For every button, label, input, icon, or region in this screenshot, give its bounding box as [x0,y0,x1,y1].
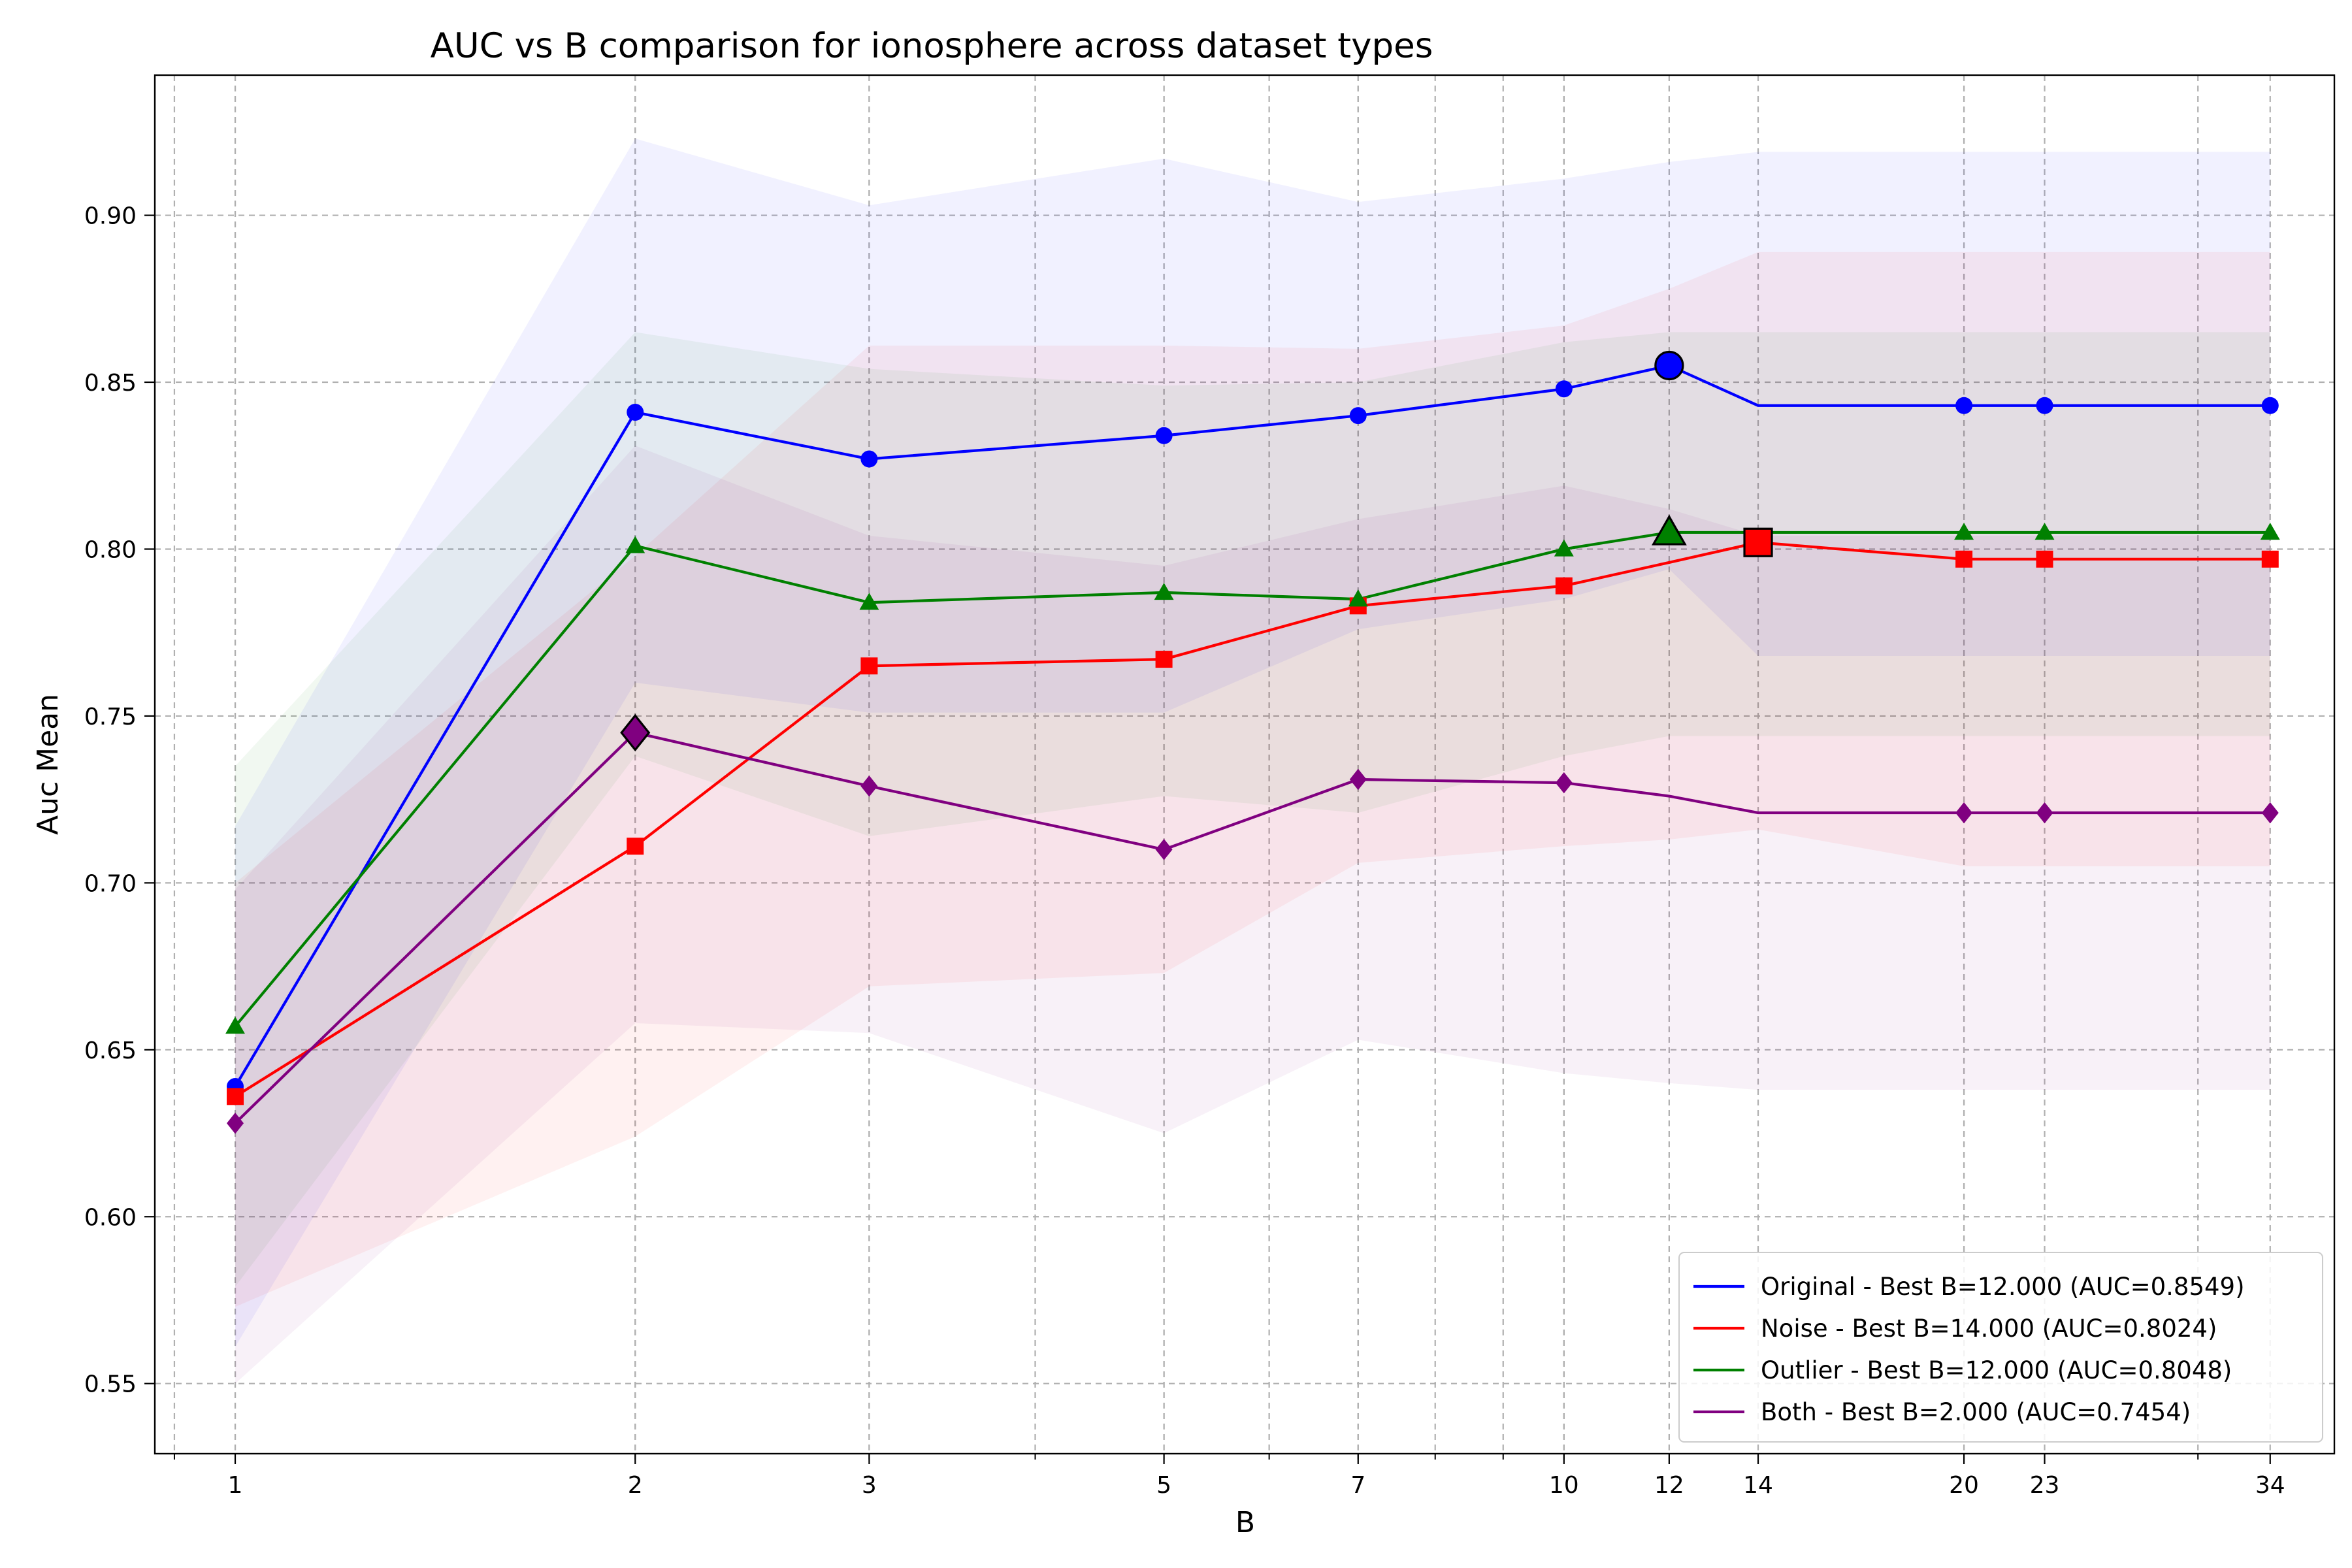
x-tick-label: 34 [2255,1472,2285,1499]
data-point [1155,651,1173,668]
y-tick-label: 0.80 [84,536,137,563]
data-point [1955,802,1973,824]
data-point [859,593,879,610]
data-point [1155,839,1173,860]
data-point [227,1088,244,1105]
data-point [1348,589,1368,607]
confidence-band [235,446,2270,1384]
best-point-marker [1743,527,1773,557]
data-point [227,1112,244,1134]
x-tick-label: 14 [1743,1472,1773,1499]
y-axis-label: Auc Mean [31,694,65,835]
data-point [1954,522,1974,540]
data-point [627,838,644,855]
data-point [1555,577,1573,595]
data-point [225,1017,245,1034]
data-point [1155,427,1173,444]
data-point [1154,582,1174,600]
data-point [1955,550,1973,568]
markers-layer [225,357,2280,1134]
grid-layer [155,75,2334,1454]
best-point-marker [1654,350,1684,381]
y-tick-label: 0.65 [84,1037,137,1064]
x-tick-label: 5 [1156,1472,1171,1499]
confidence-band [235,139,2270,1347]
data-point [2260,522,2280,540]
data-point [2036,802,2053,824]
data-point [1554,539,1574,557]
bands-layer [235,139,2270,1384]
x-tick-label: 2 [628,1472,643,1499]
axes-layer: 1 2 3 5 7 10 12 14 20 23 340.550.600.650.700.750.8… [84,74,2336,1499]
y-tick-label: 0.90 [84,203,137,230]
data-point [625,536,645,553]
x-tick-label: 12 [1654,1472,1684,1499]
best-markers-layer [620,350,1773,752]
data-point [2261,802,2279,824]
data-point [2034,522,2055,540]
x-tick-label: 3 [862,1472,877,1499]
x-tick-label: 1 [228,1472,243,1499]
legend-label: Both - Best B=2.000 (AUC=0.7454) [1761,1398,2191,1426]
y-tick-label: 0.55 [84,1371,137,1398]
data-point [1955,397,1973,414]
x-tick-label: 23 [2030,1472,2060,1499]
y-tick-label: 0.75 [84,704,137,730]
x-tick-label: 20 [1949,1472,1979,1499]
y-tick-label: 0.70 [84,870,137,897]
confidence-band [235,252,2270,1307]
chart-title: AUC vs B comparison for ionosphere acros… [431,26,1433,66]
data-point [2036,397,2053,414]
data-point [1349,407,1367,425]
data-point [1555,380,1573,398]
data-point [2036,550,2053,568]
data-point [860,450,878,468]
plot-frame [154,74,2336,1455]
best-point-marker [620,713,651,752]
data-point [627,404,644,421]
best-point-marker [1651,514,1687,546]
legend-box [1678,1252,2323,1443]
legend-label: Noise - Best B=14.000 (AUC=0.8024) [1761,1315,2217,1343]
x-tick-label: 10 [1549,1472,1579,1499]
y-tick-label: 0.85 [84,370,137,397]
legend-label: Outlier - Best B=12.000 (AUC=0.8048) [1761,1356,2232,1384]
data-point [860,657,878,675]
y-tick-label: 0.60 [84,1204,137,1231]
x-tick-label: 7 [1350,1472,1365,1499]
data-point [1349,768,1367,791]
x-axis-label: B [1235,1506,1255,1539]
data-point [2261,397,2279,414]
legend: Original - Best B=12.000 (AUC=0.8549) Noi… [1678,1252,2323,1443]
data-point [2261,550,2279,568]
data-point [1555,772,1573,794]
legend-label: Original - Best B=12.000 (AUC=0.8549) [1761,1273,2245,1301]
data-point [860,775,878,797]
